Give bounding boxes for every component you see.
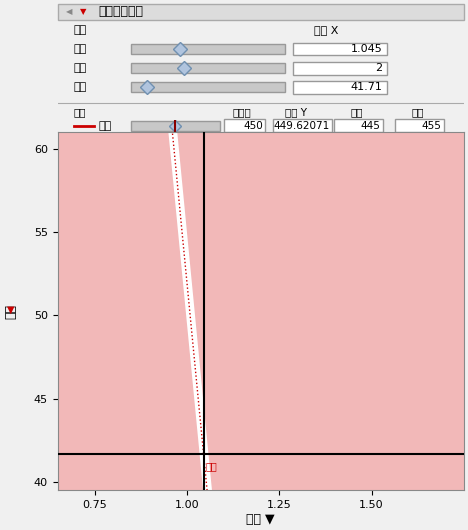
Text: 2: 2 xyxy=(375,63,383,73)
Text: 等高线: 等高线 xyxy=(232,107,251,117)
Text: 1.045: 1.045 xyxy=(351,44,383,54)
Text: 455: 455 xyxy=(422,121,441,131)
FancyBboxPatch shape xyxy=(273,119,332,132)
FancyBboxPatch shape xyxy=(131,121,220,131)
FancyBboxPatch shape xyxy=(293,81,387,94)
Text: 因子: 因子 xyxy=(74,25,87,35)
Text: 硫磺: 硫磺 xyxy=(74,63,87,73)
Text: 等高线刻画器: 等高线刻画器 xyxy=(98,5,143,19)
FancyBboxPatch shape xyxy=(131,63,285,73)
Y-axis label: 硅烷: 硅烷 xyxy=(4,304,17,319)
Text: 450: 450 xyxy=(243,121,263,131)
Text: 当前 X: 当前 X xyxy=(314,25,338,35)
Text: 当前 Y: 当前 Y xyxy=(285,107,307,117)
Text: 下限: 下限 xyxy=(350,107,363,117)
Text: 上限: 上限 xyxy=(411,107,424,117)
Text: 445: 445 xyxy=(361,121,380,131)
Text: 响应: 响应 xyxy=(74,107,87,117)
X-axis label: 硅石 ▼: 硅石 ▼ xyxy=(247,513,275,526)
Text: 拉伸: 拉伸 xyxy=(98,121,111,131)
FancyBboxPatch shape xyxy=(131,44,285,54)
Text: ◀: ◀ xyxy=(66,7,72,16)
Text: ▼: ▼ xyxy=(80,7,87,16)
FancyBboxPatch shape xyxy=(58,4,464,20)
Text: 449.62071: 449.62071 xyxy=(274,121,330,131)
Text: ▼: ▼ xyxy=(7,304,15,314)
Text: 拉伸: 拉伸 xyxy=(205,461,217,471)
FancyBboxPatch shape xyxy=(395,119,444,132)
FancyBboxPatch shape xyxy=(224,119,265,132)
Text: 硅烷: 硅烷 xyxy=(74,82,87,92)
Text: 41.71: 41.71 xyxy=(351,82,383,92)
FancyBboxPatch shape xyxy=(293,62,387,75)
Text: 硅石: 硅石 xyxy=(74,44,87,54)
FancyBboxPatch shape xyxy=(131,82,285,93)
FancyBboxPatch shape xyxy=(293,42,387,56)
FancyBboxPatch shape xyxy=(334,119,383,132)
